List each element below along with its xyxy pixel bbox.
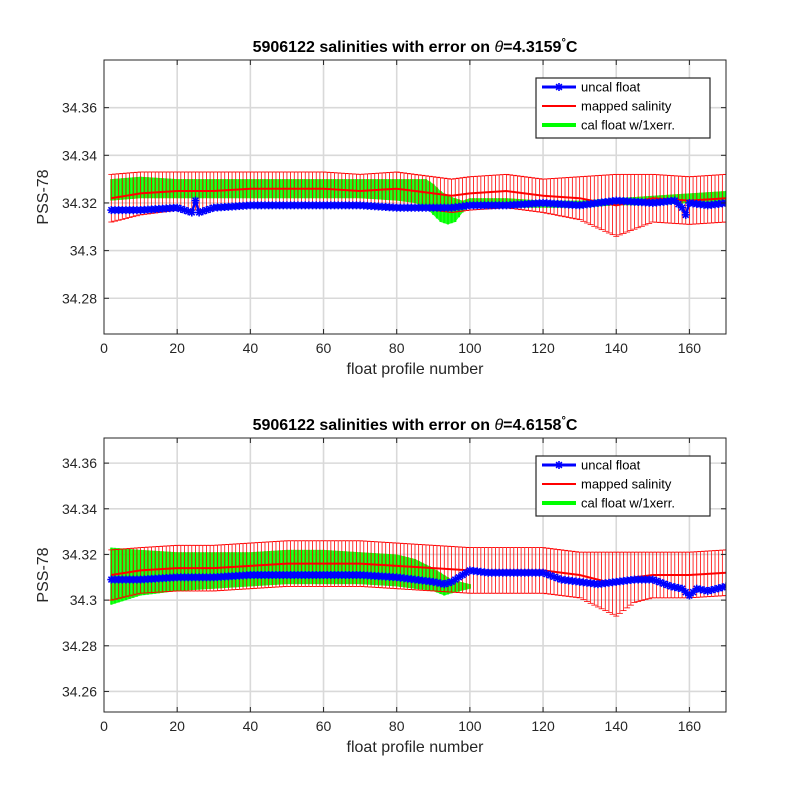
ticks [103,438,726,712]
legend-item: uncal float [542,458,641,473]
y-tick-label: 34.26 [62,683,97,699]
uncal-float-marker [678,203,687,212]
x-tick-label: 0 [100,340,108,356]
x-tick-label: 0 [100,718,108,734]
y-tick-label: 34.34 [62,147,97,163]
y-tick-label: 34.36 [62,455,97,471]
chart-title: 5906122 salinities with error on θ=4.615… [253,415,578,434]
axes-box [103,59,727,335]
y-tick-label: 34.28 [62,290,97,306]
legend-marker [555,461,563,469]
legend-item: mapped salinity [542,99,672,114]
uncal-float-marker [674,200,683,209]
title-unit: C [566,417,578,434]
uncal-float-marker [722,582,726,591]
series-uncal-float [107,196,726,219]
title-unit: C [566,39,578,56]
legend-item: cal float w/1xerr. [542,118,675,133]
legend-item: cal float w/1xerr. [542,496,675,511]
legend: uncal float mapped salinity cal float w/1x… [535,77,711,139]
title-degree: ° [561,37,565,49]
x-axis-label: float profile number [347,739,485,756]
ticks [103,60,726,334]
title-degree: ° [561,415,565,427]
x-tick-label: 40 [243,340,259,356]
chart-title: 5906122 salinities with error on θ=4.315… [253,37,578,56]
x-tick-label: 20 [169,340,185,356]
x-tick-label: 60 [316,340,332,356]
legend-item: uncal float [542,80,641,95]
title-theta: θ [494,39,503,56]
plot-content [107,540,726,617]
uncal-float-marker [681,210,690,219]
y-tick-label: 34.3 [70,243,97,259]
y-tick-label: 34.28 [62,638,97,654]
x-axis-label: float profile number [347,361,485,378]
legend-label: cal float w/1xerr. [581,118,675,133]
title-prefix: 5906122 salinities with error on [253,417,495,434]
x-tick-label: 40 [243,718,259,734]
chart-1: 0 20 40 60 80 100 120 140 160 34.28 34.3 34.32 34.34… [35,37,727,378]
legend-label: uncal float [581,458,641,473]
x-tick-label: 160 [678,718,702,734]
uncal-float-marker [187,208,196,217]
x-tick-label: 140 [605,340,629,356]
x-tick-label: 80 [389,718,405,734]
y-axis-label: PSS-78 [35,547,52,602]
title-value: =4.3159 [503,39,561,56]
title-prefix: 5906122 salinities with error on [253,39,495,56]
x-tick-label: 140 [605,718,629,734]
uncal-float-marker [191,196,200,205]
x-tick-label: 100 [458,340,482,356]
axes-box [103,437,727,713]
x-tick-label: 100 [458,718,482,734]
legend: uncal float mapped salinity cal float w/1x… [535,455,711,517]
x-tick-label: 160 [678,340,702,356]
title-value: =4.6158 [503,417,561,434]
x-tick-label: 20 [169,718,185,734]
x-tick-label: 120 [531,718,555,734]
legend-label: mapped salinity [581,477,672,492]
legend-label: mapped salinity [581,99,672,114]
y-axis-label: PSS-78 [35,169,52,224]
legend-item: mapped salinity [542,477,672,492]
title-theta: θ [494,417,503,434]
x-tick-label: 120 [531,340,555,356]
y-tick-label: 34.32 [62,546,97,562]
y-tick-label: 34.3 [70,592,97,608]
legend-marker [555,83,563,91]
legend-label: cal float w/1xerr. [581,496,675,511]
legend-label: uncal float [581,80,641,95]
chart-2: 0 20 40 60 80 100 120 140 160 34.26 34.28 34.3 34.32… [35,415,727,756]
y-tick-label: 34.36 [62,100,97,116]
x-tick-label: 60 [316,718,332,734]
y-tick-label: 34.32 [62,195,97,211]
x-tick-label: 80 [389,340,405,356]
series-uncal-float [107,566,726,600]
y-tick-label: 34.34 [62,501,97,517]
plot-content [107,171,726,237]
